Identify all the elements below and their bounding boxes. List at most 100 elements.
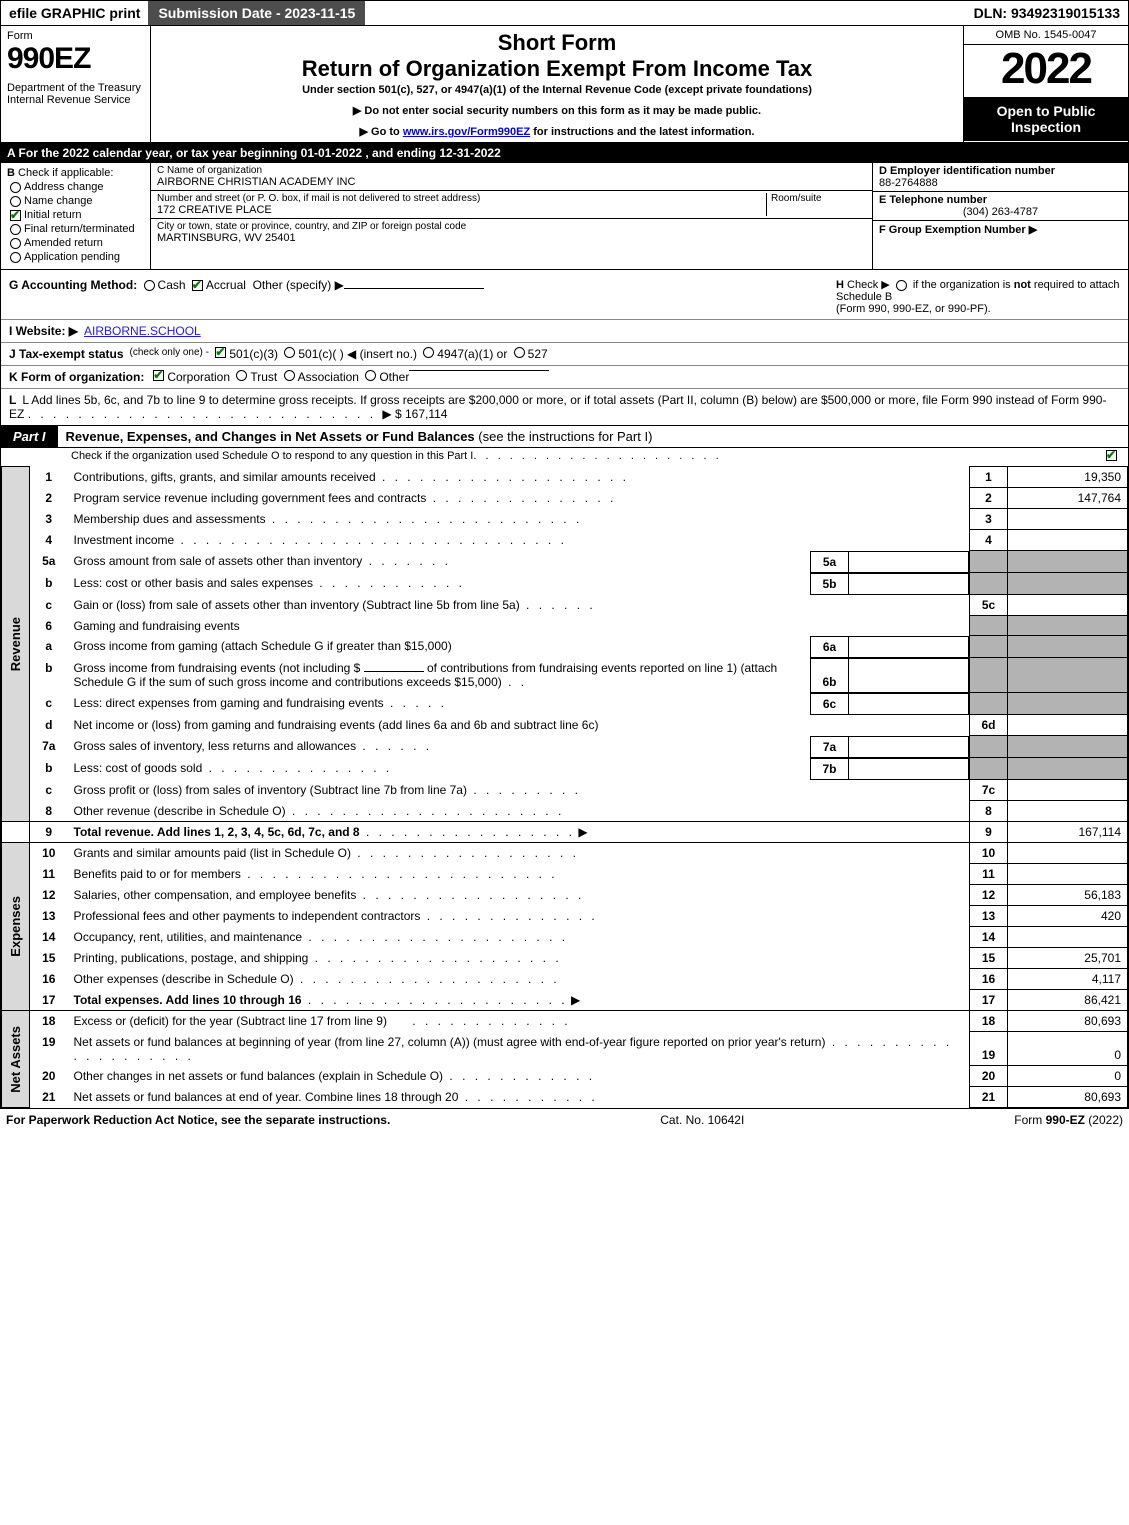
header-left: Form 990EZ Department of the Treasury In…	[1, 26, 151, 142]
c-city-cell: City or town, state or province, country…	[151, 219, 872, 246]
g-other-input[interactable]	[344, 288, 484, 289]
bullet-goto: ▶ Go to www.irs.gov/Form990EZ for instru…	[159, 125, 955, 138]
d-cell: D Employer identification number 88-2764…	[873, 163, 1128, 191]
b-opt-pending[interactable]: Application pending	[7, 251, 144, 263]
goto-post: for instructions and the latest informat…	[530, 126, 754, 138]
j-501c3[interactable]	[215, 347, 226, 358]
j-501c[interactable]	[284, 347, 295, 358]
irs-link[interactable]: www.irs.gov/Form990EZ	[403, 126, 530, 138]
b-check-label: Check if applicable:	[18, 167, 113, 179]
val-1: 19,350	[1008, 467, 1128, 488]
l-value: 167,114	[405, 407, 448, 421]
under-section: Under section 501(c), 527, or 4947(a)(1)…	[159, 84, 955, 96]
row-k: K Form of organization: Corporation Trus…	[1, 366, 1128, 389]
e-value: (304) 263-4787	[879, 206, 1122, 218]
c-name-cell: C Name of organization AIRBORNE CHRISTIA…	[151, 163, 872, 191]
gh-row: G Accounting Method: Cash Accrual Other …	[1, 270, 1128, 320]
footer-cat: Cat. No. 10642I	[660, 1113, 744, 1127]
part-i-check: Check if the organization used Schedule …	[1, 448, 1128, 466]
f-cell: F Group Exemption Number ▶	[873, 221, 1128, 238]
c-street-label: Number and street (or P. O. box, if mail…	[157, 193, 766, 204]
dept-treasury: Department of the Treasury Internal Reve…	[7, 82, 144, 106]
b-opt-amended[interactable]: Amended return	[7, 237, 144, 249]
c-name-label: C Name of organization	[157, 165, 866, 176]
h-check[interactable]	[896, 280, 907, 291]
row-l: LL Add lines 5b, 6c, and 7b to line 9 to…	[1, 389, 1128, 425]
return-title: Return of Organization Exempt From Incom…	[159, 56, 955, 82]
val-15: 25,701	[1008, 948, 1128, 969]
val-21: 80,693	[1008, 1087, 1128, 1108]
goto-pre: ▶ Go to	[360, 126, 403, 138]
g-accrual-check[interactable]	[192, 280, 203, 291]
g-col: G Accounting Method: Cash Accrual Other …	[1, 270, 828, 319]
part-i-title: Revenue, Expenses, and Changes in Net As…	[58, 426, 1128, 447]
val-19: 0	[1008, 1032, 1128, 1066]
b-label: B	[7, 167, 15, 179]
k-assoc[interactable]	[284, 370, 295, 381]
form-number: 990EZ	[7, 42, 144, 76]
c-city-value: MARTINSBURG, WV 25401	[157, 232, 866, 244]
b-opt-address[interactable]: Address change	[7, 181, 144, 193]
col-def: D Employer identification number 88-2764…	[873, 163, 1128, 269]
val-9: 167,114	[1008, 822, 1128, 843]
footer: For Paperwork Reduction Act Notice, see …	[0, 1109, 1129, 1131]
i-website[interactable]: AIRBORNE.SCHOOL	[84, 324, 201, 338]
d-value: 88-2764888	[879, 177, 938, 189]
d-label: D Employer identification number	[879, 165, 1055, 177]
sidebar-netassets: Net Assets	[2, 1011, 30, 1108]
form-word: Form	[7, 30, 144, 42]
k-trust[interactable]	[236, 370, 247, 381]
col-b: B Check if applicable: Address change Na…	[1, 163, 151, 269]
g-label: G Accounting Method:	[9, 278, 137, 292]
footer-right: Form 990-EZ (2022)	[1014, 1113, 1123, 1127]
part-i-checkbox[interactable]	[1106, 450, 1117, 461]
footer-left: For Paperwork Reduction Act Notice, see …	[6, 1113, 390, 1127]
row-j: J Tax-exempt status (check only one) - 5…	[1, 343, 1128, 366]
k-other-input[interactable]	[409, 370, 549, 371]
line-a: A For the 2022 calendar year, or tax yea…	[1, 143, 1128, 163]
e-label: E Telephone number	[879, 194, 987, 206]
b-opt-initial[interactable]: Initial return	[7, 209, 144, 221]
dln: DLN: 93492319015133	[966, 1, 1128, 25]
e-cell: E Telephone number (304) 263-4787	[873, 191, 1128, 221]
header-right: OMB No. 1545-0047 2022 Open to Public In…	[963, 26, 1128, 142]
submission-date: Submission Date - 2023-11-15	[148, 1, 365, 25]
val-13: 420	[1008, 906, 1128, 927]
b-opt-final[interactable]: Final return/terminated	[7, 223, 144, 235]
val-12: 56,183	[1008, 885, 1128, 906]
val-2: 147,764	[1008, 488, 1128, 509]
form-header: Form 990EZ Department of the Treasury In…	[1, 26, 1128, 143]
header-mid: Short Form Return of Organization Exempt…	[151, 26, 963, 142]
efile-label: efile GRAPHIC print	[1, 1, 148, 25]
topbar: efile GRAPHIC print Submission Date - 20…	[1, 1, 1128, 26]
g-cash-radio[interactable]	[144, 280, 155, 291]
omb-number: OMB No. 1545-0047	[964, 26, 1128, 45]
k-corp[interactable]	[153, 370, 164, 381]
c-room-label: Room/suite	[771, 193, 866, 204]
lines-table: Revenue 1 Contributions, gifts, grants, …	[1, 466, 1128, 1108]
b-opt-name[interactable]: Name change	[7, 195, 144, 207]
h-col: H Check ▶ if the organization is not req…	[828, 270, 1128, 319]
form-990ez: efile GRAPHIC print Submission Date - 20…	[0, 0, 1129, 1109]
k-other[interactable]	[365, 370, 376, 381]
part-i-header: Part I Revenue, Expenses, and Changes in…	[1, 425, 1128, 448]
c-city-label: City or town, state or province, country…	[157, 221, 866, 232]
bcdef-block: B Check if applicable: Address change Na…	[1, 163, 1128, 270]
val-18: 80,693	[1008, 1011, 1128, 1032]
j-527[interactable]	[514, 347, 525, 358]
row-i: I Website: ▶ AIRBORNE.SCHOOL	[1, 320, 1128, 343]
val-17: 86,421	[1008, 990, 1128, 1011]
val-20: 0	[1008, 1066, 1128, 1087]
sidebar-expenses: Expenses	[2, 843, 30, 1011]
open-to-public: Open to Public Inspection	[964, 97, 1128, 141]
c-name-value: AIRBORNE CHRISTIAN ACADEMY INC	[157, 176, 866, 188]
j-4947[interactable]	[423, 347, 434, 358]
part-i-tab: Part I	[1, 426, 58, 447]
i-label: I Website: ▶	[9, 324, 78, 338]
tax-year: 2022	[964, 45, 1128, 97]
col-c: C Name of organization AIRBORNE CHRISTIA…	[151, 163, 873, 269]
bullet-ssn: ▶ Do not enter social security numbers o…	[159, 104, 955, 117]
short-form-title: Short Form	[159, 30, 955, 56]
sidebar-revenue: Revenue	[2, 467, 30, 822]
c-street-value: 172 CREATIVE PLACE	[157, 204, 766, 216]
